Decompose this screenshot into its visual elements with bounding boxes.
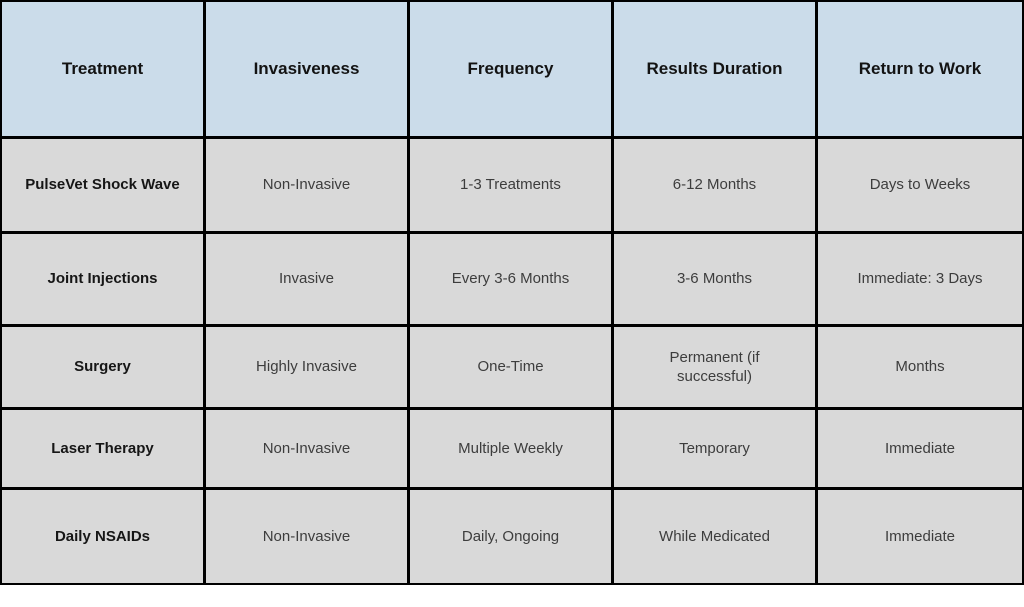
cell-daily-nsaids-return-to-work: Immediate bbox=[818, 490, 1022, 583]
cell-joint-injections-return-to-work: Immediate: 3 Days bbox=[818, 234, 1022, 327]
table-row-pulsevet: PulseVet Shock Wave Non-Invasive 1-3 Tre… bbox=[2, 139, 1022, 234]
cell-surgery-frequency: One-Time bbox=[410, 327, 614, 410]
cell-pulsevet-invasiveness: Non-Invasive bbox=[206, 139, 410, 234]
table-row-joint-injections: Joint Injections Invasive Every 3-6 Mont… bbox=[2, 234, 1022, 327]
row-label-daily-nsaids: Daily NSAIDs bbox=[2, 490, 206, 583]
cell-laser-therapy-frequency: Multiple Weekly bbox=[410, 410, 614, 490]
table-row-laser-therapy: Laser Therapy Non-Invasive Multiple Week… bbox=[2, 410, 1022, 490]
header-cell-results-duration: Results Duration bbox=[614, 2, 818, 139]
row-label-pulsevet: PulseVet Shock Wave bbox=[2, 139, 206, 234]
table-row-daily-nsaids: Daily NSAIDs Non-Invasive Daily, Ongoing… bbox=[2, 490, 1022, 583]
cell-laser-therapy-return-to-work: Immediate bbox=[818, 410, 1022, 490]
cell-daily-nsaids-invasiveness: Non-Invasive bbox=[206, 490, 410, 583]
cell-surgery-results-duration: Permanent (if successful) bbox=[614, 327, 818, 410]
cell-pulsevet-return-to-work: Days to Weeks bbox=[818, 139, 1022, 234]
row-label-surgery: Surgery bbox=[2, 327, 206, 410]
row-label-laser-therapy: Laser Therapy bbox=[2, 410, 206, 490]
cell-joint-injections-frequency: Every 3-6 Months bbox=[410, 234, 614, 327]
table-header: Treatment Invasiveness Frequency Results… bbox=[2, 2, 1022, 139]
cell-laser-therapy-invasiveness: Non-Invasive bbox=[206, 410, 410, 490]
row-label-joint-injections: Joint Injections bbox=[2, 234, 206, 327]
header-cell-frequency: Frequency bbox=[410, 2, 614, 139]
cell-daily-nsaids-frequency: Daily, Ongoing bbox=[410, 490, 614, 583]
header-cell-invasiveness: Invasiveness bbox=[206, 2, 410, 139]
header-cell-return-to-work: Return to Work bbox=[818, 2, 1022, 139]
table-row-surgery: Surgery Highly Invasive One-Time Permane… bbox=[2, 327, 1022, 410]
cell-pulsevet-results-duration: 6-12 Months bbox=[614, 139, 818, 234]
cell-pulsevet-frequency: 1-3 Treatments bbox=[410, 139, 614, 234]
header-cell-treatment: Treatment bbox=[2, 2, 206, 139]
cell-surgery-invasiveness: Highly Invasive bbox=[206, 327, 410, 410]
cell-laser-therapy-results-duration: Temporary bbox=[614, 410, 818, 490]
treatment-comparison-table: Treatment Invasiveness Frequency Results… bbox=[0, 0, 1024, 585]
table-body: PulseVet Shock Wave Non-Invasive 1-3 Tre… bbox=[2, 139, 1022, 583]
header-row: Treatment Invasiveness Frequency Results… bbox=[2, 2, 1022, 139]
cell-daily-nsaids-results-duration: While Medicated bbox=[614, 490, 818, 583]
cell-joint-injections-results-duration: 3-6 Months bbox=[614, 234, 818, 327]
cell-joint-injections-invasiveness: Invasive bbox=[206, 234, 410, 327]
cell-surgery-return-to-work: Months bbox=[818, 327, 1022, 410]
